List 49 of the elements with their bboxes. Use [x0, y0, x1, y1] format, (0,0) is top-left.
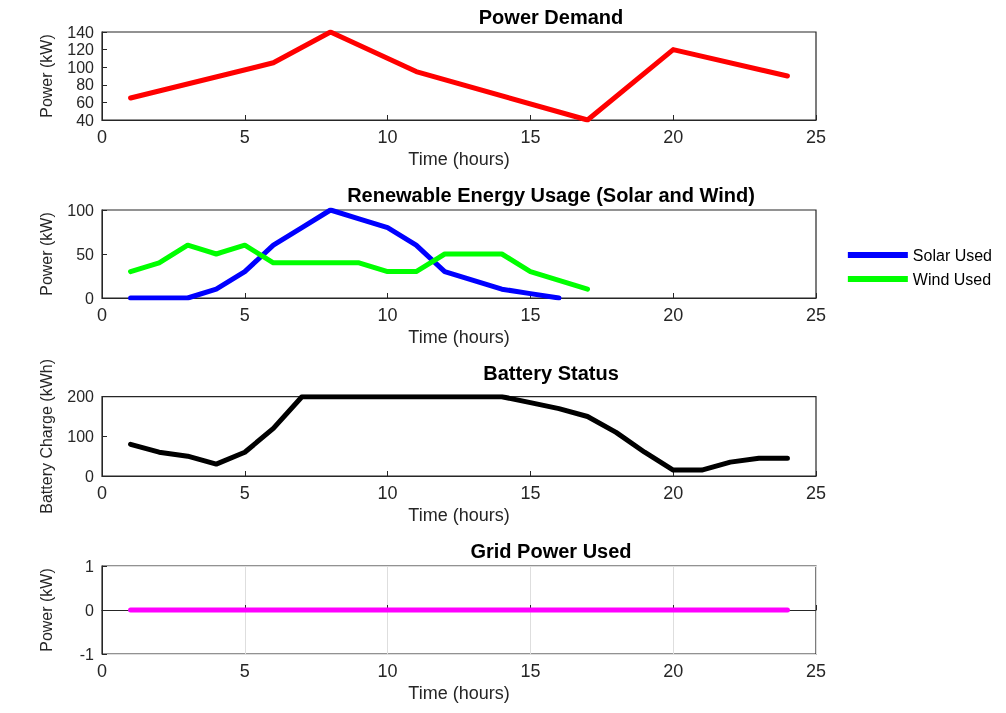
x-tick-label: 15: [520, 483, 541, 503]
y-axis-title: Power (kW): [37, 568, 55, 652]
y-tick-label: 200: [67, 388, 95, 406]
chart-title: Grid Power Used: [470, 540, 632, 562]
y-tick-label: 0: [85, 289, 95, 307]
y-tick-label: 0: [85, 601, 95, 619]
x-axis-title: Time (hours): [408, 149, 510, 169]
x-tick-label: 5: [239, 305, 250, 325]
x-tick-label: 25: [805, 661, 827, 681]
y-axis-title: Battery Charge (kWh): [37, 359, 55, 514]
y-tick-label: 100: [67, 427, 95, 445]
y-tick-label: 1: [85, 557, 95, 575]
x-tick-label: 10: [377, 305, 398, 325]
x-tick-label: 5: [239, 483, 250, 503]
x-tick-label: 10: [377, 483, 398, 503]
x-tick-label: 10: [377, 127, 398, 147]
x-axis-title: Time (hours): [408, 505, 510, 525]
x-tick-label: 20: [663, 661, 684, 681]
x-tick-label: 15: [520, 127, 541, 147]
x-tick-label: 5: [239, 661, 250, 681]
x-tick-label: 20: [663, 127, 684, 147]
y-tick-label: -1: [79, 645, 95, 663]
y-tick-label: 140: [67, 23, 95, 41]
x-tick-label: 15: [520, 661, 541, 681]
y-tick-label: 100: [67, 58, 95, 76]
x-tick-label: 25: [805, 305, 827, 325]
x-tick-label: 15: [520, 305, 541, 325]
x-tick-label: 25: [805, 483, 827, 503]
x-tick-label: 20: [663, 305, 684, 325]
y-tick-label: 0: [85, 467, 95, 485]
y-tick-label: 120: [67, 41, 95, 59]
x-tick-label: 10: [377, 661, 398, 681]
y-tick-label: 50: [76, 245, 95, 263]
y-tick-label: 60: [76, 93, 95, 111]
y-axis-title: Power (kW): [37, 34, 55, 118]
y-tick-label: 100: [67, 201, 95, 219]
y-tick-label: 40: [76, 111, 95, 129]
y-axis-title: Power (kW): [37, 212, 55, 296]
x-axis-title: Time (hours): [408, 327, 510, 347]
x-tick-label: 25: [805, 127, 827, 147]
x-tick-label: 20: [663, 483, 684, 503]
legend-label: Wind Used: [912, 270, 992, 288]
y-tick-label: 80: [76, 76, 95, 94]
x-tick-label: 5: [239, 127, 250, 147]
legend-label: Solar Used: [912, 246, 993, 264]
chart-title: Renewable Energy Usage (Solar and Wind): [347, 184, 755, 206]
chart-title: Battery Status: [483, 362, 619, 384]
x-axis-title: Time (hours): [408, 683, 510, 703]
chart-title: Power Demand: [478, 6, 624, 28]
